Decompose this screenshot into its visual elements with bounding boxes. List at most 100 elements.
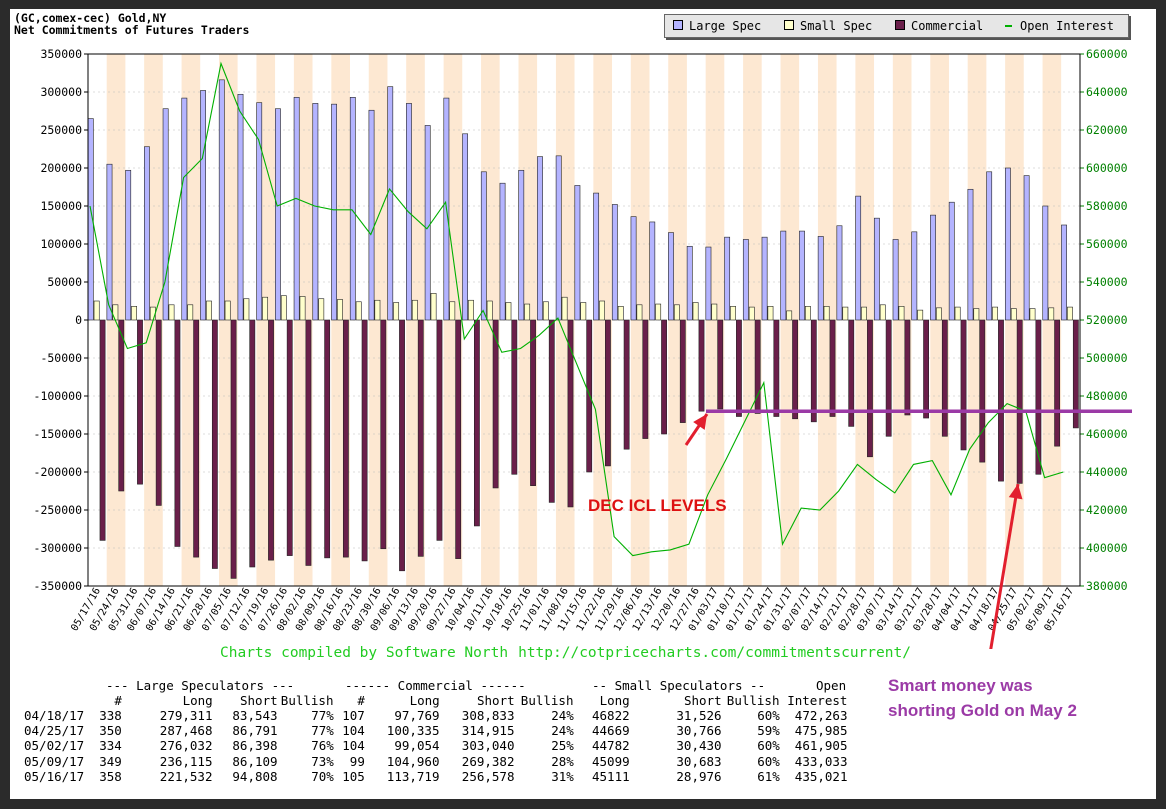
bar-small-spec (786, 310, 793, 321)
table-cell: 314,915 (461, 723, 515, 739)
bar-commercial (623, 319, 630, 450)
dec-icl-label: DEC ICL LEVELS (588, 496, 727, 515)
legend-swatch-commercial (895, 20, 905, 30)
bar-commercial (904, 319, 911, 416)
table-cell: 76% (311, 738, 334, 754)
bar-large-spec (368, 109, 375, 321)
column-header: Bullish (280, 693, 334, 708)
table-cell: 256,578 (461, 768, 515, 784)
bar-commercial (605, 319, 611, 467)
group-header-open: Open (816, 678, 847, 693)
table-cell: 60% (757, 708, 780, 723)
bar-large-spec (1061, 224, 1067, 321)
bar-large-spec (593, 192, 600, 321)
table-cell-date: 04/18/17 (24, 708, 85, 723)
y-tick-label: 300000 (40, 85, 82, 99)
credit-line: Charts compiled by Software North http://… (220, 645, 921, 661)
bar-large-spec (630, 216, 637, 321)
table-cell: 28% (551, 753, 574, 769)
bar-commercial (399, 319, 405, 572)
table-cell: 83,543 (232, 708, 278, 723)
legend-label-small-spec: Small Spec (800, 19, 873, 33)
legend-swatch-open-interest (1005, 25, 1012, 27)
legend-label-large-spec: Large Spec (689, 19, 762, 33)
column-header: Long (599, 693, 630, 708)
bar-small-spec (262, 296, 269, 321)
table-cell: 59% (757, 723, 780, 739)
chart-legend: Large Spec Small Spec Commercial Open In… (664, 14, 1129, 38)
bar-small-spec (917, 309, 924, 321)
bar-large-spec (668, 232, 674, 321)
bar-small-spec (187, 304, 194, 321)
group-header-large-spec: --- Large Speculators --- (106, 678, 295, 693)
arrow-may-2-head (1008, 484, 1023, 500)
column-header: Bullish (726, 693, 780, 708)
y2-tick-label: 460000 (1086, 427, 1128, 441)
bar-small-spec (748, 306, 755, 321)
table-cell: 99,054 (394, 738, 440, 754)
bar-commercial (960, 319, 967, 451)
table-cell: 70% (311, 768, 334, 784)
bar-large-spec (1042, 205, 1049, 321)
bar-small-spec (542, 301, 549, 321)
table-cell: 30,683 (676, 753, 722, 769)
bar-small-spec (636, 304, 643, 321)
y-tick-label: 350000 (40, 47, 82, 61)
y-tick-label: 50000 (47, 275, 82, 289)
table-cell: 73% (311, 753, 334, 769)
bar-commercial (661, 319, 667, 435)
y2-tick-label: 540000 (1086, 275, 1128, 289)
bar-commercial (1054, 319, 1061, 447)
table-cell: 24% (551, 708, 574, 723)
bar-small-spec (992, 306, 998, 321)
table-cell: 99 (349, 753, 365, 769)
column-header: Short (240, 693, 278, 708)
column-header: Bullish (520, 693, 574, 708)
bar-small-spec (1029, 308, 1036, 321)
bar-large-spec (256, 102, 263, 321)
y2-tick-label: 380000 (1086, 579, 1128, 593)
bar-large-spec (106, 163, 113, 321)
bar-small-spec (861, 306, 867, 321)
column-header: Long (182, 693, 213, 708)
table-cell: 334 (99, 738, 122, 754)
bar-commercial (249, 319, 256, 568)
bar-small-spec (655, 303, 662, 321)
bar-commercial (979, 319, 986, 463)
bar-commercial (773, 319, 780, 417)
y-tick-label: -350000 (34, 579, 83, 593)
bar-commercial (417, 319, 424, 557)
table-cell: 77% (311, 723, 334, 739)
table-cell: 46822 (592, 708, 630, 723)
y-tick-label: -100000 (34, 389, 83, 403)
y2-tick-label: 620000 (1086, 123, 1128, 137)
table-cell: 279,311 (159, 708, 213, 723)
bar-commercial (380, 319, 387, 550)
bar-large-spec (537, 156, 543, 321)
bar-large-spec (237, 93, 244, 321)
bar-commercial (1035, 319, 1042, 475)
bar-commercial (698, 319, 705, 412)
y-tick-label: -300000 (34, 541, 83, 555)
bar-commercial (867, 319, 873, 458)
bar-large-spec (836, 225, 843, 321)
bar-small-spec (805, 306, 811, 321)
bar-small-spec (355, 301, 362, 321)
table-cell: 86,791 (232, 723, 278, 739)
bar-small-spec (599, 300, 605, 321)
bar-commercial (305, 319, 312, 566)
bar-commercial (567, 319, 574, 508)
y2-tick-label: 560000 (1086, 237, 1128, 251)
bar-small-spec (486, 300, 493, 321)
bar-large-spec (948, 201, 955, 321)
table-cell: 31,526 (676, 708, 722, 723)
bar-commercial (492, 319, 499, 489)
bar-commercial (754, 319, 761, 414)
bar-large-spec (518, 169, 525, 321)
bar-large-spec (892, 239, 899, 321)
table-cell: 100,335 (386, 723, 440, 739)
bar-small-spec (823, 306, 830, 321)
table-cell: 30,430 (676, 738, 722, 754)
y2-tick-label: 400000 (1086, 541, 1128, 555)
bar-commercial (455, 319, 462, 559)
